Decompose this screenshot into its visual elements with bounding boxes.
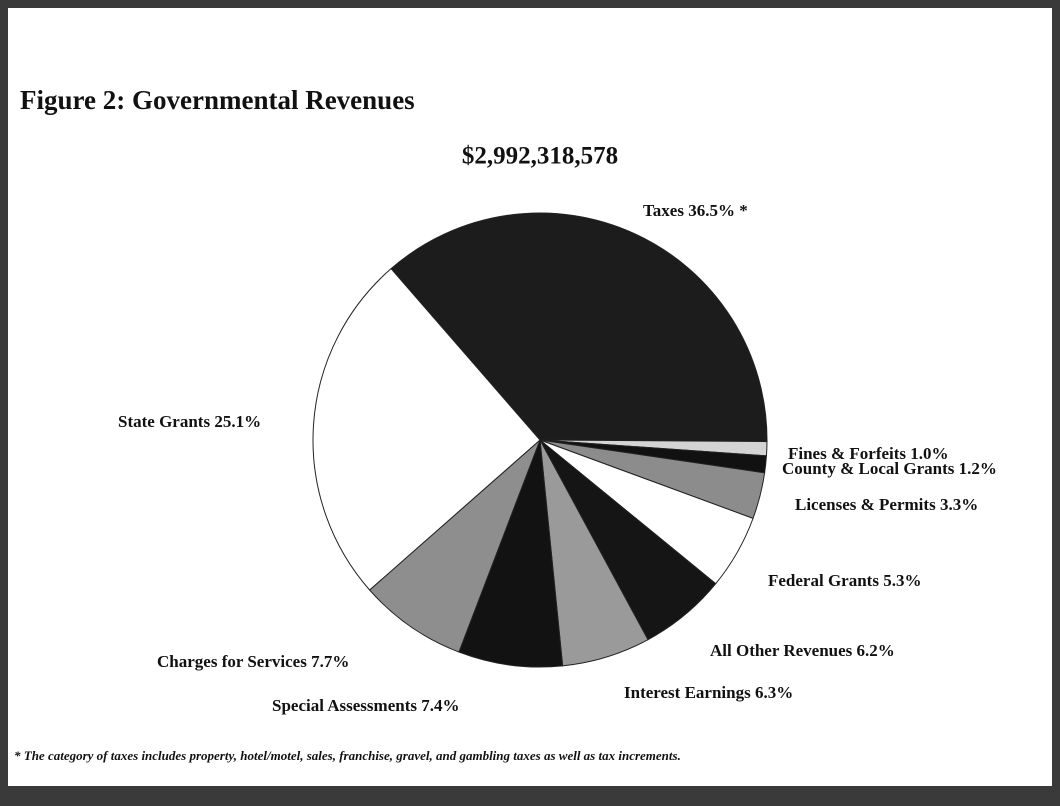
slice-label: Federal Grants 5.3%: [768, 571, 921, 590]
chart-subtitle: $2,992,318,578: [462, 143, 618, 170]
pie: [312, 212, 768, 668]
slice-label: Interest Earnings 6.3%: [624, 683, 793, 702]
slice-category: Charges for Services: [157, 652, 307, 671]
slice-label: Fines & Forfeits 1.0%: [788, 444, 949, 463]
slice-value-label: 3.3%: [940, 495, 978, 514]
pie-slice: [368, 439, 541, 653]
pie-slice: [390, 212, 768, 443]
slice-category: All Other Revenues: [710, 641, 853, 660]
slice-label: Licenses & Permits 3.3%: [795, 495, 978, 514]
slice-value-label: 25.1%: [214, 412, 261, 431]
footnote: * The category of taxes includes propert…: [14, 748, 681, 763]
slice-value-label: 7.7%: [311, 652, 349, 671]
pie-slice: [458, 439, 564, 668]
slice-value-label: 6.2%: [857, 641, 895, 660]
slice-value-label: 7.4%: [421, 696, 459, 715]
slice-label: County & Local Grants 1.2%: [782, 459, 997, 478]
pie-slice: [312, 267, 541, 591]
slice-value-label: 36.5% *: [688, 201, 748, 220]
slice-value-label: 5.3%: [883, 571, 921, 590]
slice-category: County & Local Grants: [782, 459, 955, 478]
slice-value-label: 1.2%: [959, 459, 997, 478]
slice-label: State Grants 25.1%: [118, 412, 261, 431]
slice-category: Interest Earnings: [624, 683, 751, 702]
slice-category: Fines & Forfeits: [788, 444, 906, 463]
slice-value-label: 6.3%: [755, 683, 793, 702]
slice-category: State Grants: [118, 412, 210, 431]
slice-category: Special Assessments: [272, 696, 417, 715]
chart-title: Figure 2: Governmental Revenues: [20, 85, 415, 115]
slice-label: Special Assessments 7.4%: [272, 696, 459, 715]
slice-label: All Other Revenues 6.2%: [710, 641, 895, 660]
slice-category: Licenses & Permits: [795, 495, 936, 514]
slice-label: Taxes 36.5% *: [643, 201, 748, 220]
slice-category: Taxes: [643, 201, 684, 220]
slice-value-label: 1.0%: [910, 444, 948, 463]
slice-category: Federal Grants: [768, 571, 879, 590]
slice-label: Charges for Services 7.7%: [157, 652, 349, 671]
